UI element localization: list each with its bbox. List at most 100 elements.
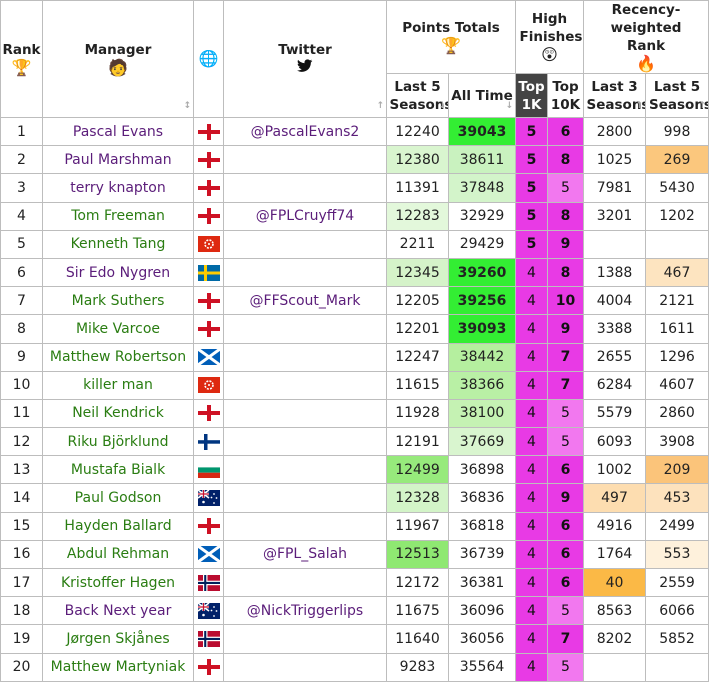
country-header[interactable]: 🌐 <box>193 0 224 118</box>
twitter-link[interactable] <box>223 624 387 654</box>
england-flag-icon <box>197 659 220 676</box>
last5-seasons-rank-header[interactable]: Last 5 Seasons ↑ <box>645 73 710 118</box>
manager-link[interactable]: Kenneth Tang <box>42 229 194 259</box>
twitter-link[interactable]: @NickTriggerlips <box>223 596 387 626</box>
top1k-cell: 4 <box>515 483 549 513</box>
last5-seasons-header[interactable]: Last 5 Seasons ↓ <box>386 73 449 118</box>
manager-link[interactable]: terry knapton <box>42 173 194 203</box>
twitter-link[interactable]: @FPL_Salah <box>223 539 387 570</box>
manager-link[interactable]: Riku Björklund <box>42 427 194 457</box>
manager-link[interactable]: Sir Edo Nygren <box>42 257 194 288</box>
manager-link[interactable]: Paul Marshman <box>42 145 194 175</box>
rank-cell: 9 <box>0 342 43 372</box>
last5-points-cell: 11615 <box>386 370 449 400</box>
manager-link[interactable]: Hayden Ballard <box>42 511 194 541</box>
last3-rank-cell <box>583 229 647 259</box>
twitter-link[interactable] <box>223 145 387 175</box>
sort-icon[interactable]: ↑ <box>698 101 707 111</box>
manager-link[interactable]: killer man <box>42 370 194 400</box>
top10k-cell: 6 <box>547 539 585 570</box>
twitter-link[interactable] <box>223 483 387 513</box>
england-flag-icon <box>197 292 220 309</box>
country-cell <box>193 342 224 372</box>
manager-link[interactable]: Mike Varcoe <box>42 314 194 344</box>
top10k-cell: 5 <box>547 652 585 682</box>
last5-rank-cell: 998 <box>645 116 710 147</box>
sort-icon[interactable]: ↑ <box>376 101 384 111</box>
last5-rank-cell: 3908 <box>645 427 710 457</box>
twitter-link[interactable] <box>223 427 387 457</box>
rank-cell: 6 <box>0 257 43 288</box>
twitter-link[interactable] <box>223 652 387 682</box>
sort-icon[interactable]: ↓ <box>438 101 446 111</box>
twitter-link[interactable]: @FFScout_Mark <box>223 286 387 316</box>
twitter-link[interactable] <box>223 398 387 429</box>
last5-seasons-label: Last 5 Seasons <box>389 78 449 113</box>
twitter-header-label: Twitter <box>278 41 332 58</box>
top1k-cell: 5 <box>515 173 549 203</box>
twitter-link[interactable] <box>223 257 387 288</box>
twitter-link[interactable]: @PascalEvans2 <box>223 116 387 147</box>
country-cell <box>193 229 224 259</box>
manager-link[interactable]: Neil Kendrick <box>42 398 194 429</box>
all-time-points-cell: 32929 <box>447 201 517 231</box>
sort-icon[interactable]: ↓ <box>505 101 514 111</box>
all-time-points-cell: 38611 <box>447 145 517 175</box>
last5-rank-cell: 269 <box>645 145 710 175</box>
table-row: 17 Kristoffer Hagen 12172 36381 4 6 40 2559 <box>0 567 710 598</box>
top1k-cell: 4 <box>515 370 549 400</box>
top10k-header[interactable]: Top 10K <box>547 73 585 118</box>
manager-link[interactable]: Paul Godson <box>42 483 194 513</box>
rank-header[interactable]: Rank 🏆 <box>0 0 43 118</box>
manager-link[interactable]: Kristoffer Hagen <box>42 567 194 598</box>
country-cell <box>193 652 224 682</box>
last5-points-cell: 12191 <box>386 427 449 457</box>
last5-rank-cell: 5430 <box>645 173 710 203</box>
twitter-link[interactable] <box>223 567 387 598</box>
all-time-header[interactable]: All Time ↓ <box>447 73 517 118</box>
twitter-link[interactable] <box>223 314 387 344</box>
manager-link[interactable]: Pascal Evans <box>42 116 194 147</box>
last5-rank-cell: 2499 <box>645 511 710 541</box>
twitter-link[interactable]: @FPLCruyff74 <box>223 201 387 231</box>
sort-icon[interactable]: ↕ <box>183 101 191 111</box>
top1k-cell: 4 <box>515 257 549 288</box>
last3-seasons-header[interactable]: Last 3 Seasons ↑ <box>583 73 647 118</box>
manager-link[interactable]: Tom Freeman <box>42 201 194 231</box>
manager-link[interactable]: Mustafa Bialk <box>42 455 194 485</box>
twitter-link[interactable] <box>223 455 387 485</box>
manager-link[interactable]: Mark Suthers <box>42 286 194 316</box>
top1k-cell: 4 <box>515 511 549 541</box>
manager-link[interactable]: Back Next year <box>42 596 194 626</box>
all-time-points-cell: 36818 <box>447 511 517 541</box>
twitter-link[interactable] <box>223 370 387 400</box>
hong-kong-flag-icon <box>197 377 220 394</box>
top1k-header[interactable]: Top 1K <box>515 73 549 118</box>
rank-cell: 4 <box>0 201 43 231</box>
top1k-label: Top 1K <box>518 78 545 113</box>
top10k-cell: 8 <box>547 257 585 288</box>
all-time-points-cell: 39043 <box>447 116 517 147</box>
twitter-link[interactable] <box>223 342 387 372</box>
twitter-link[interactable] <box>223 173 387 203</box>
all-time-points-cell: 39093 <box>447 314 517 344</box>
manager-link[interactable]: Jørgen Skjånes <box>42 624 194 654</box>
manager-link[interactable]: Abdul Rehman <box>42 539 194 570</box>
manager-header[interactable]: Manager 🧑 ↕ <box>42 0 194 118</box>
fire-icon: 🔥 <box>636 54 656 73</box>
twitter-header[interactable]: Twitter ↑ <box>223 0 387 118</box>
sort-icon[interactable]: ↑ <box>635 101 644 111</box>
twitter-link[interactable] <box>223 511 387 541</box>
top1k-cell: 4 <box>515 652 549 682</box>
twitter-link[interactable] <box>223 229 387 259</box>
manager-link[interactable]: Matthew Robertson <box>42 342 194 372</box>
england-flag-icon <box>197 320 220 337</box>
country-cell <box>193 455 224 485</box>
all-time-label: All Time <box>451 87 513 104</box>
bulgaria-flag-icon <box>197 461 220 478</box>
manager-link[interactable]: Matthew Martyniak <box>42 652 194 682</box>
table-row: 5 Kenneth Tang 2211 29429 5 9 <box>0 229 710 259</box>
last3-rank-cell: 6284 <box>583 370 647 400</box>
country-cell <box>193 173 224 203</box>
top10k-cell: 7 <box>547 342 585 372</box>
